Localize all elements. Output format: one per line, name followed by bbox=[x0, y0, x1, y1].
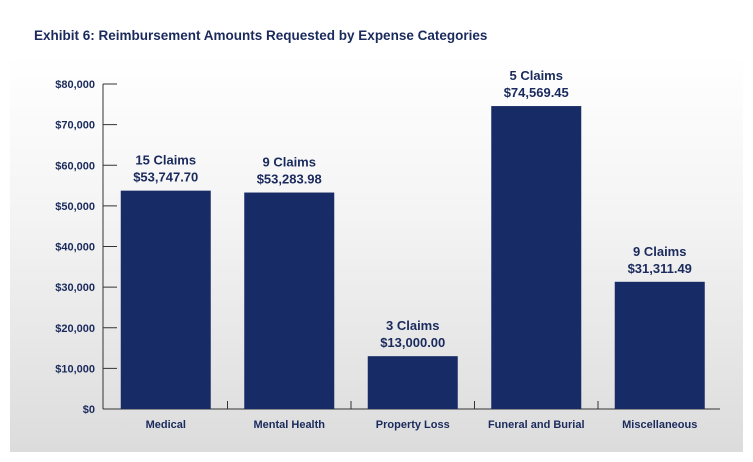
y-tick-label: $10,000 bbox=[55, 363, 95, 375]
bar bbox=[491, 106, 582, 409]
claims-label: 5 Claims bbox=[510, 68, 563, 83]
y-tick-label: $30,000 bbox=[55, 282, 95, 294]
bar bbox=[244, 192, 335, 409]
y-tick-label: $40,000 bbox=[55, 242, 95, 254]
claims-label: 9 Claims bbox=[633, 244, 686, 259]
bar bbox=[614, 281, 705, 409]
y-tick-label: $20,000 bbox=[55, 323, 95, 335]
value-label: $31,311.49 bbox=[628, 261, 692, 276]
value-label: $53,283.98 bbox=[257, 172, 322, 187]
x-tick-label: Funeral and Burial bbox=[488, 419, 585, 431]
value-label: $13,000.00 bbox=[380, 335, 445, 350]
x-tick-label: Miscellaneous bbox=[622, 419, 697, 431]
x-tick-label: Property Loss bbox=[376, 419, 450, 431]
bars bbox=[120, 106, 705, 409]
y-tick-label: $70,000 bbox=[55, 120, 95, 132]
y-tick-label: $0 bbox=[83, 404, 95, 416]
claims-label: 9 Claims bbox=[263, 155, 316, 170]
bar bbox=[367, 356, 458, 409]
y-axis: $0 $10,000 $20,000 $30,000 $40,000 $50,000 $60… bbox=[55, 79, 117, 416]
claims-label: 15 Claims bbox=[135, 153, 196, 168]
x-tick-label: Mental Health bbox=[253, 419, 325, 431]
value-label: $74,569.45 bbox=[504, 85, 569, 100]
value-label: $53,747.70 bbox=[133, 170, 198, 185]
y-tick-label: $80,000 bbox=[55, 79, 95, 91]
chart-title: Exhibit 6: Reimbursement Amounts Request… bbox=[34, 28, 488, 43]
y-tick-label: $50,000 bbox=[55, 201, 95, 213]
claims-label: 3 Claims bbox=[386, 318, 439, 333]
bar bbox=[120, 190, 211, 409]
y-tick-label: $60,000 bbox=[55, 160, 95, 172]
x-tick-label: Medical bbox=[146, 419, 186, 431]
data-labels: 15 Claims $53,747.70 9 Claims $53,283.98 3 C… bbox=[133, 68, 692, 350]
